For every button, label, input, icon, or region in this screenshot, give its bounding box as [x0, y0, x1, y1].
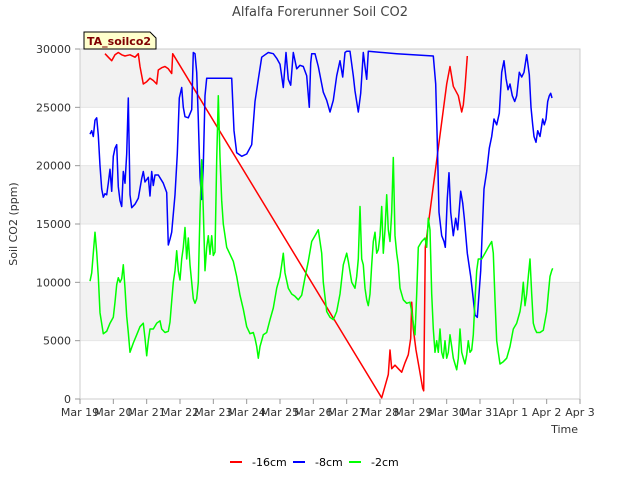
- chart-title: Alfalfa Forerunner Soil CO2: [232, 5, 408, 20]
- x-tick-label: Mar 26: [294, 406, 332, 419]
- y-tick-label: 25000: [36, 101, 71, 114]
- x-tick-label: Mar 21: [128, 406, 166, 419]
- x-tick-label: Mar 29: [394, 406, 432, 419]
- legend-label: -16cm: [252, 456, 287, 469]
- x-axis-title: Time: [550, 423, 578, 436]
- y-axis: 0 5000 10000 15000 20000 25000 30000: [36, 43, 80, 406]
- x-tick-label: Apr 2: [532, 406, 562, 419]
- series-line-2cmcm: [89, 94, 554, 371]
- series-lines: [89, 50, 554, 399]
- y-tick-label: 10000: [36, 276, 71, 289]
- y-tick-label: 30000: [36, 43, 71, 56]
- legend-label: -2cm: [371, 456, 399, 469]
- x-tick-label: Mar 25: [261, 406, 299, 419]
- x-tick-label: Mar 28: [361, 406, 399, 419]
- x-tick-label: Apr 3: [565, 406, 595, 419]
- x-tick-label: Mar 20: [94, 406, 132, 419]
- badge-label: TA_soilco2: [87, 35, 151, 48]
- x-tick-label: Mar 19: [61, 406, 99, 419]
- y-tick-label: 20000: [36, 160, 71, 173]
- grid-bands: [80, 48, 580, 400]
- legend-label: -8cm: [315, 456, 343, 469]
- y-tick-label: 0: [64, 393, 71, 406]
- grid-band: [80, 165, 580, 224]
- y-tick-label: 5000: [43, 335, 71, 348]
- y-axis-title: Soil CO2 (ppm): [7, 182, 20, 265]
- grid-band: [80, 49, 580, 108]
- y-tick-label: 15000: [36, 218, 71, 231]
- x-tick-label: Mar 31: [461, 406, 499, 419]
- badge-shape: [83, 31, 157, 50]
- series-line-8cmcm: [89, 50, 553, 319]
- x-tick-label: Mar 30: [428, 406, 466, 419]
- x-tick-label: Apr 1: [499, 406, 529, 419]
- x-tick-label: Mar 23: [194, 406, 232, 419]
- legend: -16cm -8cm -2cm: [230, 456, 399, 469]
- x-tick-label: Mar 22: [161, 406, 199, 419]
- x-tick-label: Mar 24: [228, 406, 266, 419]
- site-badge: TA_soilco2: [83, 31, 157, 50]
- x-tick-label: Mar 27: [328, 406, 366, 419]
